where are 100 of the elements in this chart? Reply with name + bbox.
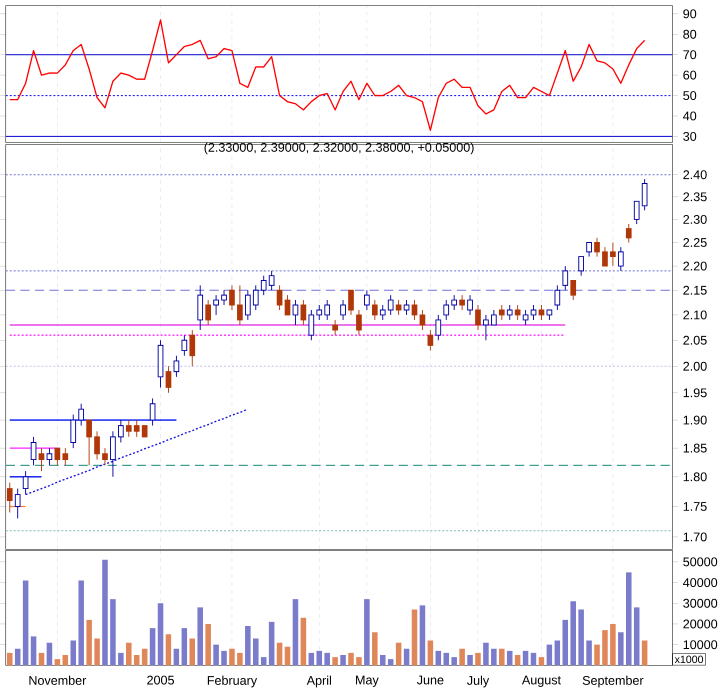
y-tick-label: 2.00 <box>683 362 707 371</box>
bar <box>38 653 44 666</box>
candlestick <box>22 470 28 496</box>
bar <box>150 628 156 666</box>
y-tick-label: 90 <box>683 9 696 18</box>
candlestick <box>38 448 44 472</box>
y-tick-label: 2.25 <box>683 238 707 248</box>
bar <box>62 655 68 666</box>
bar <box>78 580 84 666</box>
candlestick <box>300 300 306 326</box>
bar <box>372 632 378 666</box>
y-tick-label: 2.20 <box>683 262 707 271</box>
bar <box>316 650 322 666</box>
candlestick <box>443 300 450 321</box>
bar <box>506 650 512 666</box>
candlestick <box>78 403 84 426</box>
bar <box>412 610 418 666</box>
bar <box>118 653 124 666</box>
bar <box>260 657 266 666</box>
candlestick <box>284 294 290 316</box>
bar <box>578 610 584 666</box>
candlestick <box>420 310 426 331</box>
bar <box>308 653 314 666</box>
candlestick <box>562 266 568 291</box>
candlestick <box>174 355 180 378</box>
candlestick <box>324 300 330 321</box>
y-tick-label: 1.85 <box>684 444 707 453</box>
bar <box>538 657 544 666</box>
candlestick <box>428 330 434 352</box>
candlestick <box>475 304 481 331</box>
y-tick-label: 80 <box>683 30 696 39</box>
candlestick <box>150 398 156 426</box>
candlestick <box>554 284 560 311</box>
candlestick <box>396 300 402 316</box>
bar <box>483 642 489 666</box>
bar <box>634 608 640 666</box>
candlestick <box>102 448 108 466</box>
y-tick-label: 20000 <box>683 620 718 629</box>
candlestick <box>538 304 544 321</box>
candlestick <box>514 304 521 321</box>
candlestick <box>46 448 52 466</box>
y-tick-label: 1.90 <box>684 416 707 425</box>
candlestick <box>388 294 394 316</box>
bar <box>110 599 116 666</box>
bar <box>142 648 148 666</box>
candlestick <box>110 430 116 478</box>
x-tick-label: May <box>356 676 379 688</box>
bar <box>642 640 648 666</box>
bar <box>252 638 259 666</box>
candlestick <box>6 482 13 514</box>
bar <box>22 580 28 666</box>
candlestick <box>594 238 600 258</box>
y-tick-label: 70 <box>683 50 696 60</box>
candlestick <box>14 488 21 520</box>
bar <box>46 642 52 666</box>
candlestick <box>498 304 505 321</box>
candlestick <box>610 242 616 267</box>
y-tick-label: 30000 <box>683 598 718 608</box>
bar <box>554 640 560 666</box>
x-tick-label: April <box>306 676 331 688</box>
bar <box>332 657 338 666</box>
x-tick-label: July <box>466 676 490 688</box>
bar <box>292 599 298 666</box>
candlestick <box>634 200 640 225</box>
y-tick-label: 1.80 <box>684 472 707 482</box>
bar <box>570 601 576 666</box>
y-tick-label: 2.30 <box>683 215 707 224</box>
bar <box>190 638 196 666</box>
bar <box>284 646 290 666</box>
x-tick-label: June <box>416 676 444 685</box>
candlestick <box>618 246 624 272</box>
candlestick <box>546 310 552 321</box>
y-tick-label: 1.70 <box>684 532 707 542</box>
bar <box>546 644 552 666</box>
candlestick <box>142 425 148 438</box>
candlestick <box>451 294 458 311</box>
bar <box>356 657 362 666</box>
candlestick <box>62 448 68 466</box>
x-tick-label: 2005 <box>147 676 174 685</box>
bar <box>610 624 616 666</box>
bar <box>54 659 60 666</box>
bar <box>213 644 219 666</box>
bar <box>221 650 227 666</box>
bar <box>70 640 76 666</box>
x-tick-label: September <box>582 676 644 688</box>
candlestick <box>380 304 386 321</box>
candlestick <box>70 414 76 449</box>
x-tick-label: August <box>522 676 561 688</box>
y-tick-label: 30 <box>683 132 696 141</box>
candlestick <box>404 300 410 316</box>
candlestick <box>530 304 536 321</box>
candlestick <box>308 310 314 341</box>
bar <box>348 653 354 666</box>
candlestick <box>316 304 322 321</box>
x-tick-label: February <box>208 676 258 688</box>
candlestick <box>578 256 584 276</box>
bar <box>102 560 108 666</box>
candlestick <box>221 290 227 306</box>
candlestick <box>483 314 489 341</box>
candlestick <box>292 300 298 326</box>
